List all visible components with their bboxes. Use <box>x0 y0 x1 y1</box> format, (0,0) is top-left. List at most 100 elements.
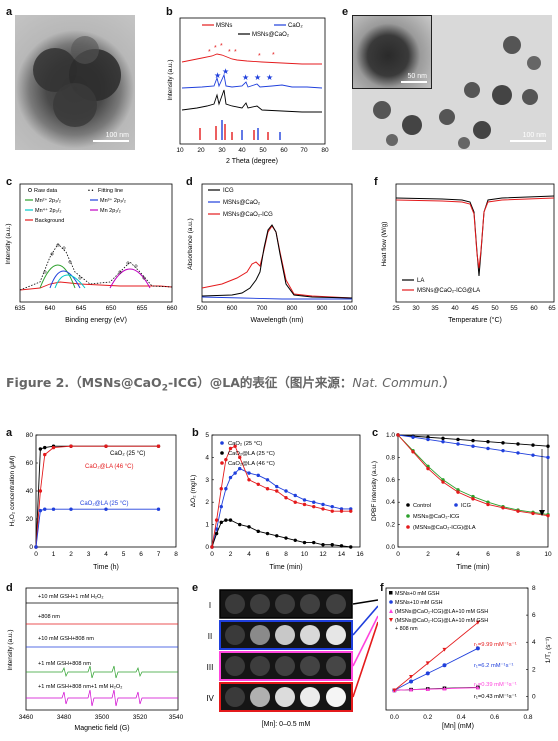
series-group <box>34 444 161 549</box>
data-point <box>486 440 490 444</box>
panel-label: f <box>374 176 378 188</box>
fig2-panel-f: f 0 2 4 6 8 0.0 0.2 0.4 0.6 0.8 MSNs+0 mM GSH MS… <box>378 580 558 736</box>
x-axis-label: Time (min) <box>456 564 489 571</box>
data-point <box>392 688 397 693</box>
data-point <box>284 489 288 493</box>
uvvis-chart: ICG MSNs@CaO₂ MSNs@CaO₂-ICG 500 600 700 … <box>187 183 358 324</box>
data-point <box>516 442 520 446</box>
x-axis-label: 2 Theta (degree) <box>226 158 278 165</box>
y-tick-label: 2 <box>532 666 536 673</box>
x-axis-label: Magnetic field (G) <box>74 725 129 732</box>
svg-text:★: ★ <box>214 71 221 80</box>
tem-particles-e <box>373 36 541 149</box>
x-axis-label: Wavelength (nm) <box>250 317 303 324</box>
data-point <box>531 453 535 457</box>
data-point <box>442 663 447 668</box>
svg-text:*: * <box>220 43 223 50</box>
caption-middle: -ICG）@LA的表征（图片来源： <box>167 375 353 390</box>
svg-text:Mn²⁺ 2p₃/₂: Mn²⁺ 2p₃/₂ <box>35 197 61 204</box>
svg-text:★: ★ <box>222 67 229 76</box>
data-point <box>293 538 297 542</box>
fig1-panel-d: d ICG MSNs@CaO₂ MSNs@CaO₂-ICG 500 600 70… <box>182 172 358 332</box>
y-axis-label: DPBF intensity (a.u.) <box>371 461 378 521</box>
panel-label: c <box>372 427 379 439</box>
svg-text:★: ★ <box>266 73 273 82</box>
x-axis-label: [Mn] (mM) <box>442 723 474 730</box>
data-point <box>411 450 415 454</box>
svg-text:50: 50 <box>491 305 499 312</box>
svg-text:★: ★ <box>242 73 249 82</box>
x-axis-label: Temperature (°C) <box>448 316 502 324</box>
svg-text:*: * <box>208 49 211 56</box>
svg-text:*: * <box>272 52 275 59</box>
panel-label: e <box>342 6 349 18</box>
data-point <box>546 455 550 460</box>
data-point <box>51 507 56 511</box>
data-point <box>471 438 475 443</box>
svg-text:30: 30 <box>218 147 226 154</box>
data-point <box>330 504 334 509</box>
data-point <box>426 466 430 471</box>
svg-text:MSNs@CaO₂: MSNs@CaO₂ <box>223 200 261 206</box>
x-tick-label: 8 <box>284 551 288 558</box>
annot-cao2-la-25: CaO₂@LA (25 °C) <box>80 501 129 507</box>
y-tick-label: 1.0 <box>386 432 395 439</box>
svg-text:Background: Background <box>35 218 64 224</box>
svg-text:(MSNs@CaO₂-ICG)@LA: (MSNs@CaO₂-ICG)@LA <box>413 525 476 531</box>
chart-f-legend: MSNs+0 mM GSH MSNs+10 mM GSH (MSNs@CaO₂-… <box>389 591 488 632</box>
svg-text:(MSNs@CaO₂-ICG)@LA+10 mM GSH: (MSNs@CaO₂-ICG)@LA+10 mM GSH <box>395 609 488 615</box>
xrd-x-ticks: 10 20 30 40 50 60 70 80 <box>176 147 329 154</box>
x-ticks: 0.0 0.2 0.4 0.6 0.8 <box>390 714 533 721</box>
caption-sub: 2 <box>161 383 168 394</box>
data-point <box>321 543 325 547</box>
dsc-legend: LA MSNs@CaO₂-ICG@LA <box>402 278 480 294</box>
data-point <box>34 545 38 549</box>
data-point <box>501 448 505 453</box>
x-tick-label: 12 <box>319 551 327 558</box>
data-point <box>219 504 223 509</box>
data-point <box>442 686 447 691</box>
x-ticks: 0 2 4 6 8 10 <box>396 551 552 558</box>
y-tick-label: 3 <box>205 477 209 484</box>
uvvis-legend: ICG MSNs@CaO₂ MSNs@CaO₂-ICG <box>208 188 273 218</box>
svg-text:50: 50 <box>259 147 267 154</box>
data-point <box>302 498 307 502</box>
svg-text:640: 640 <box>45 305 56 312</box>
data-point <box>219 520 223 525</box>
data-point <box>312 540 316 545</box>
svg-text:800: 800 <box>287 305 298 312</box>
panel-label: d <box>6 582 13 594</box>
dsc-chart: LA MSNs@CaO₂-ICG@LA 25 30 35 40 45 50 55… <box>381 183 556 324</box>
xrd-markers-blue: ★ ★★ ★ ★ <box>214 67 273 82</box>
data-point <box>312 500 316 504</box>
data-point <box>214 518 219 522</box>
caption-suffix: ） <box>442 375 456 390</box>
svg-text:635: 635 <box>15 305 26 312</box>
mri-wells-row3 <box>225 656 346 676</box>
x-tick-label: 4 <box>104 551 108 558</box>
svg-text:600: 600 <box>227 305 238 312</box>
x-tick-label: 0.4 <box>457 714 466 721</box>
svg-text:Mn 2p₁/₂: Mn 2p₁/₂ <box>100 208 121 214</box>
svg-text:CaO₂ (25 °C): CaO₂ (25 °C) <box>228 441 262 447</box>
svg-text:+808 nm: +808 nm <box>38 614 60 620</box>
svg-text:CaO₂@LA (25 °C): CaO₂@LA (25 °C) <box>228 451 275 457</box>
svg-text:ICG: ICG <box>223 188 234 194</box>
x-tick-label: 8 <box>516 551 520 558</box>
y-tick-label: 4 <box>532 639 536 646</box>
data-point <box>156 444 161 448</box>
svg-text:IV: IV <box>206 694 214 703</box>
data-point <box>409 674 414 679</box>
svg-text:10: 10 <box>176 147 184 154</box>
data-point <box>265 487 270 491</box>
svg-text:60: 60 <box>530 305 538 312</box>
data-point <box>546 444 550 448</box>
data-point <box>486 502 490 507</box>
data-point <box>210 545 214 549</box>
svg-text:3520: 3520 <box>133 714 148 721</box>
data-point <box>247 471 251 475</box>
data-point <box>275 484 279 489</box>
data-point <box>349 509 353 513</box>
y-axis-label: Absorbance (a.u.) <box>187 218 194 270</box>
